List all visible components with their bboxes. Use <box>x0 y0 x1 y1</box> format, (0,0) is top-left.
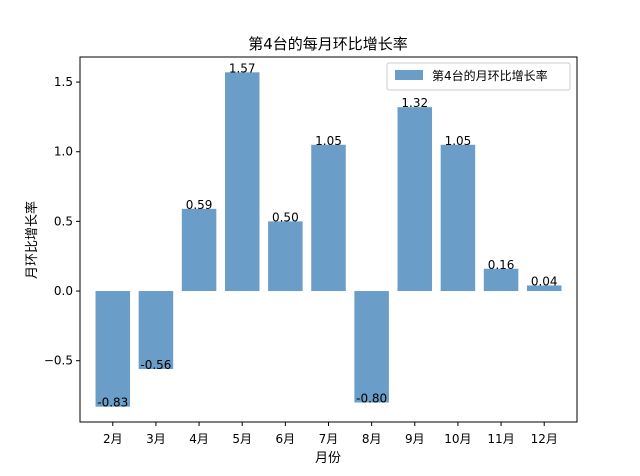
y-tick-label: 0.5 <box>54 214 73 228</box>
x-tick-label: 10月 <box>444 432 471 446</box>
legend-swatch <box>395 70 423 80</box>
data-label-9月: 1.32 <box>401 96 428 110</box>
legend-box <box>386 62 571 91</box>
y-axis-ticks: −0.5 0.0 0.5 1.0 1.5 <box>44 75 80 368</box>
bar-9月 <box>397 107 433 292</box>
legend: 第4台的月环比增长率 <box>386 62 571 91</box>
y-tick-label: −0.5 <box>44 354 73 368</box>
data-label-5月: 1.57 <box>229 61 256 75</box>
data-label-3月: -0.56 <box>140 358 171 372</box>
x-tick-label: 4月 <box>189 432 209 446</box>
x-tick-label: 8月 <box>362 432 382 446</box>
data-labels-group: -0.83 -0.56 0.59 1.57 0.50 1.05 -0.80 1.32 1.05 0… <box>97 61 557 409</box>
legend-entry: 第4台的月环比增长率 <box>432 68 548 83</box>
bar-8月 <box>354 291 389 403</box>
bar-7月 <box>311 144 346 292</box>
bar-2月 <box>95 291 131 407</box>
x-tick-label: 12月 <box>531 432 558 446</box>
x-tick-label: 2月 <box>103 432 123 446</box>
chart-title: 第4台的每月环比增长率 <box>248 35 408 53</box>
data-label-2月: -0.83 <box>97 396 128 410</box>
x-tick-label: 3月 <box>146 432 166 446</box>
y-tick-label: 1.5 <box>54 75 73 89</box>
y-tick-label: 1.0 <box>54 145 73 159</box>
y-tick-label: 0.0 <box>54 284 73 298</box>
bars-group <box>95 72 562 407</box>
x-tick-label: 5月 <box>232 432 252 446</box>
bar-3月 <box>138 291 174 370</box>
x-axis-ticks: 2月 3月 4月 5月 6月 7月 8月 9月 10月 11月 12月 <box>103 422 558 446</box>
data-label-6月: 0.50 <box>272 210 299 224</box>
data-label-12月: 0.04 <box>531 274 558 288</box>
bar-5月 <box>224 72 260 292</box>
x-tick-label: 11月 <box>487 432 514 446</box>
bar-10月 <box>440 144 476 292</box>
x-tick-label: 7月 <box>319 432 339 446</box>
data-label-7月: 1.05 <box>315 134 342 148</box>
bar-11月 <box>483 268 519 292</box>
x-axis-label: 月份 <box>315 451 341 466</box>
data-label-4月: 0.59 <box>186 198 213 212</box>
y-axis-label: 月环比增长率 <box>24 201 40 279</box>
data-label-8月: -0.80 <box>356 391 387 405</box>
bar-6月 <box>268 221 303 292</box>
bar-4月 <box>181 208 217 292</box>
data-label-11月: 0.16 <box>488 258 515 272</box>
bar-12月 <box>526 285 562 292</box>
x-tick-label: 6月 <box>276 432 296 446</box>
x-tick-label: 9月 <box>405 432 425 446</box>
data-label-10月: 1.05 <box>445 134 472 148</box>
